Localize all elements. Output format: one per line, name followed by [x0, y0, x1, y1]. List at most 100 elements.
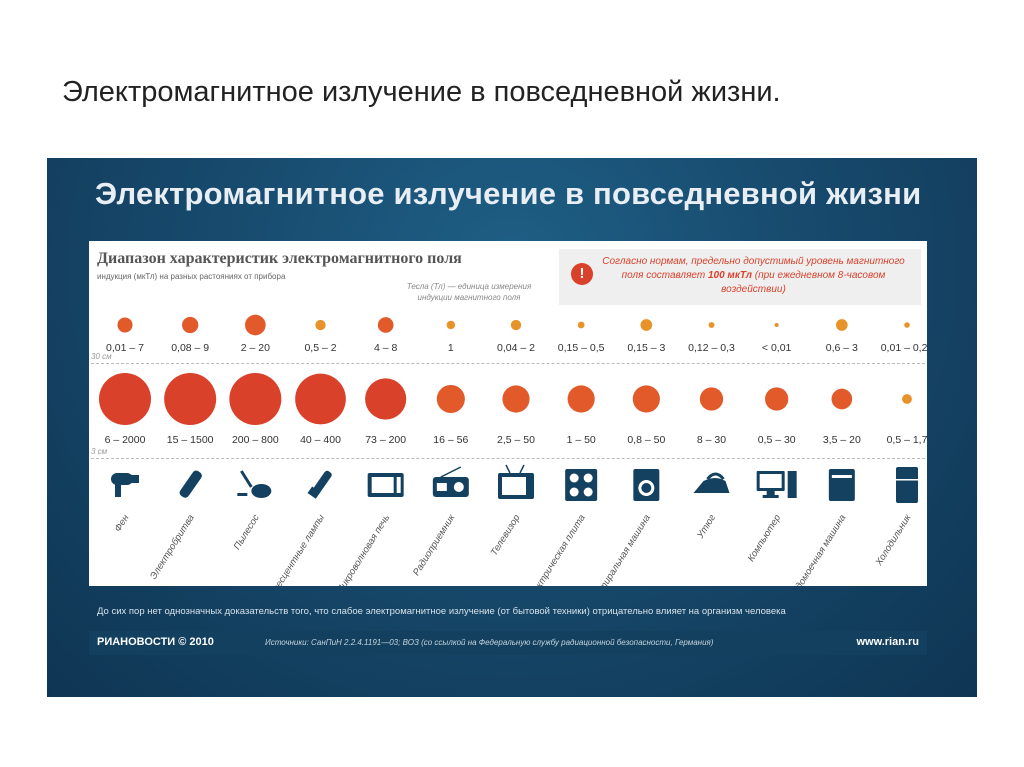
- value-label-near: 8 – 30: [697, 434, 726, 446]
- bubble-far: [510, 319, 522, 331]
- credit: РИАНОВОСТИ © 2010: [97, 636, 214, 648]
- value-label-near: 0,8 – 50: [627, 434, 665, 446]
- dishwasher-icon: [828, 469, 855, 501]
- device-label: Люминесцентные лампы: [257, 513, 327, 586]
- tesla-note: Тесла (Тл) — единица измерения индукции …: [406, 282, 532, 302]
- device-label: Стиральная машина: [593, 513, 652, 586]
- distance-far-label: 30 см: [91, 352, 112, 361]
- computer-icon: [756, 471, 797, 498]
- value-label-near: 40 – 400: [300, 434, 341, 446]
- value-label-far: 0,6 – 3: [826, 342, 858, 354]
- norm-note-text-before: Согласно нормам, предельно допустимый ур…: [602, 256, 905, 281]
- device-label: Телевизор: [489, 513, 523, 558]
- section-title: Диапазон характеристик электромагнитного…: [97, 250, 462, 267]
- bubble-far: [182, 316, 199, 334]
- device-label: Пылесос: [232, 513, 262, 552]
- iron-icon: [693, 472, 730, 493]
- bubble-far: [446, 320, 456, 330]
- exclamation-icon: !: [571, 263, 593, 285]
- bubble-far: [835, 319, 848, 331]
- bubble-far: [577, 321, 585, 329]
- device-label: Фен: [113, 512, 132, 534]
- distance-near-label: 3 см: [91, 447, 108, 456]
- washing-machine-icon: [633, 469, 660, 501]
- vacuum-cleaner-icon: [237, 470, 272, 498]
- bubble-near: [229, 373, 282, 425]
- bubble-near: [502, 385, 530, 413]
- infographic-title: Электромагнитное излучение в повседневно…: [95, 176, 922, 211]
- bubble-near: [99, 373, 151, 425]
- value-label-far: 0,15 – 0,5: [558, 342, 605, 354]
- infographic: Электромагнитное излучение в повседневно…: [47, 158, 977, 697]
- sources: Источники: СанПиН 2.2.4.1191—03; ВОЗ (со…: [265, 638, 714, 647]
- value-label-far: 0,01 – 7: [106, 342, 144, 354]
- value-label-far: 4 – 8: [374, 342, 398, 354]
- value-label-far: 0,15 – 3: [627, 342, 665, 354]
- value-label-far: 0,5 – 2: [304, 342, 336, 354]
- fluorescent-lamp-icon: [307, 470, 332, 499]
- value-label-far: 0,04 – 2: [497, 342, 535, 354]
- bubble-near: [567, 385, 595, 413]
- distance-far-line: [91, 363, 925, 364]
- bubble-near: [765, 387, 789, 411]
- norm-note-text-after: (при ежедневном 8-часовом воздействии): [721, 270, 886, 295]
- tv-icon: [498, 464, 534, 499]
- bubble-chart: 0,01 – 7 0,08 – 9 2 – 20 0,5 – 2 4 – 8 1 0,04 …: [99, 314, 927, 586]
- shaver-icon: [179, 470, 202, 498]
- device-label: Холодильник: [873, 512, 914, 568]
- distance-near-line: [91, 458, 925, 459]
- bubble-near: [164, 373, 217, 425]
- radio-icon: [432, 466, 469, 497]
- value-label-far: 1: [448, 342, 454, 354]
- device-label: Микроволновая печь: [334, 513, 392, 586]
- bubble-near: [902, 394, 912, 404]
- value-label-near: 73 – 200: [365, 434, 406, 446]
- value-label-near: 1 – 50: [567, 434, 596, 446]
- bubble-far: [708, 322, 715, 328]
- device-label: Утюг: [694, 513, 718, 542]
- value-label-near: 0,5 – 1,7: [887, 434, 927, 446]
- bubble-near: [365, 378, 407, 420]
- device-label: Электрическая плита: [525, 513, 588, 586]
- value-label-near: 16 – 56: [433, 434, 468, 446]
- bubble-far: [245, 314, 266, 336]
- value-label-near: 15 – 1500: [167, 434, 214, 446]
- norm-note-value: 100 мкТл: [707, 270, 752, 281]
- bubble-near: [699, 387, 724, 411]
- bubble-far: [117, 317, 133, 333]
- bubble-far: [904, 322, 910, 328]
- bubble-far: [640, 319, 653, 331]
- value-label-near: 6 – 2000: [105, 434, 146, 446]
- footer-disclaimer: До сих пор нет однозначных доказательств…: [97, 606, 786, 617]
- device-label: Посудомоечная машина: [782, 513, 848, 586]
- device-label: Электробритва: [148, 513, 197, 582]
- chart-panel: Диапазон характеристик электромагнитного…: [89, 241, 927, 586]
- value-label-far: 2 – 20: [241, 342, 270, 354]
- value-label-near: 2,5 – 50: [497, 434, 535, 446]
- value-label-far: < 0,01: [762, 342, 792, 354]
- bubble-far: [377, 317, 394, 333]
- value-label-far: 0,01 – 0,25: [881, 342, 927, 354]
- device-label: Радиоприемник: [411, 512, 458, 578]
- fridge-icon: [896, 467, 918, 503]
- electric-stove-icon: [565, 469, 598, 501]
- device-label: Компьютер: [746, 513, 784, 564]
- section-subtitle: индукция (мкТл) на разных растояниях от …: [97, 272, 286, 281]
- microwave-icon: [367, 473, 404, 497]
- bubble-far: [774, 323, 779, 327]
- bubble-far: [315, 319, 326, 331]
- footer-bar: РИАНОВОСТИ © 2010 Источники: СанПиН 2.2.…: [89, 631, 927, 655]
- value-label-near: 200 – 800: [232, 434, 279, 446]
- bubble-near: [632, 385, 660, 413]
- slide-title: Электромагнитное излучение в повседневно…: [62, 76, 781, 108]
- value-label-near: 3,5 – 20: [823, 434, 861, 446]
- bubble-near: [436, 384, 465, 414]
- site-link[interactable]: www.rian.ru: [856, 636, 919, 648]
- norm-note: ! Согласно нормам, предельно допустимый …: [559, 249, 921, 305]
- value-label-far: 0,12 – 0,3: [688, 342, 735, 354]
- bubble-near: [295, 373, 346, 425]
- hair-dryer-icon: [111, 473, 139, 497]
- norm-note-text: Согласно нормам, предельно допустимый ур…: [601, 255, 906, 297]
- value-label-near: 0,5 – 30: [758, 434, 796, 446]
- value-label-far: 0,08 – 9: [171, 342, 209, 354]
